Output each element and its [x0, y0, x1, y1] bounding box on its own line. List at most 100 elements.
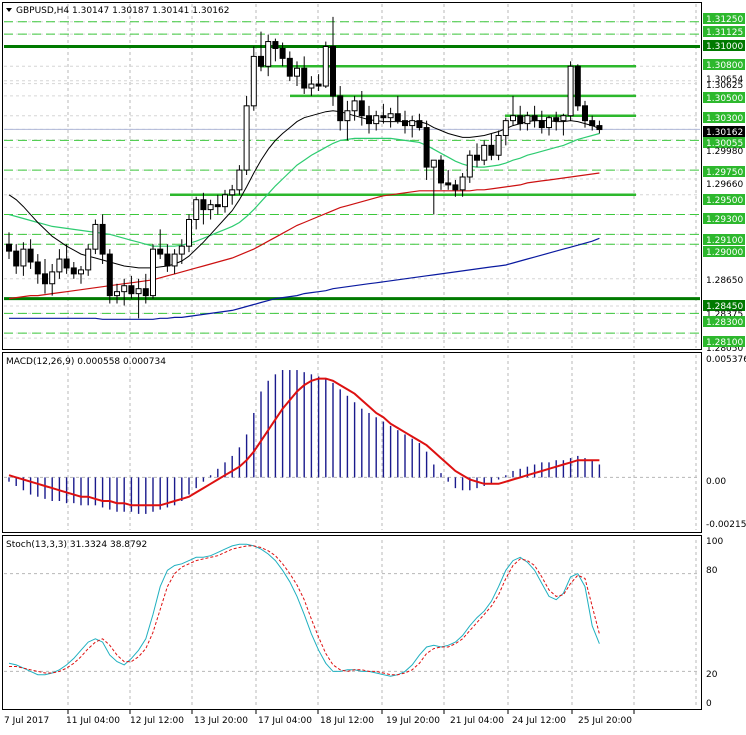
macd-pane-frame [2, 352, 702, 533]
macd-title: MACD(12,26,9) 0.000558 0.000734 [6, 357, 166, 367]
candle-body [373, 115, 380, 125]
candle-body [560, 115, 567, 122]
price-axis-label: 1.28100 [706, 338, 743, 348]
price-axis-label-bg [703, 112, 745, 123]
candle-body [481, 144, 488, 161]
axis-labels: 1.31250 1.31125 1.31000 1.30800 1.306541.306… [4, 13, 746, 726]
price-axis-label: 1.30500 [706, 94, 743, 104]
price-axis-label-bg [703, 316, 745, 327]
candle-body [394, 113, 401, 122]
price-axis-label: 1.30300 [706, 114, 743, 124]
price-axis-label-bg [703, 137, 745, 148]
stoch-main-line [8, 543, 600, 677]
candle-body [121, 285, 128, 293]
time-axis-label: 21 Jul 04:00 [450, 716, 504, 726]
macd-signal-line [8, 377, 600, 507]
candle-body [99, 223, 106, 255]
candle-body [330, 46, 336, 97]
candle-body [193, 199, 200, 220]
price-axis-label: 1.30055 [706, 139, 743, 149]
ma-green-line [8, 132, 600, 247]
price-axis-label-bg [703, 300, 745, 311]
candle-body [49, 271, 56, 285]
candle-body [229, 189, 236, 196]
price-axis-label-bg [703, 26, 745, 37]
candle-body [214, 204, 221, 208]
candle-body [243, 105, 250, 171]
time-axis-label: 7 Jul 2017 [4, 716, 49, 726]
price-axis-label: 1.30654 [706, 75, 743, 85]
candle-body [423, 127, 430, 168]
candle-body [279, 47, 286, 59]
candle-body [27, 248, 34, 263]
candle-body [531, 115, 538, 122]
time-axis-label: 17 Jul 04:00 [258, 716, 312, 726]
stoch-axis-label: 20 [706, 670, 718, 680]
candle-body [222, 194, 228, 208]
candle-body [452, 184, 459, 191]
candle-body [438, 159, 444, 184]
time-axis-label: 24 Jul 12:00 [512, 716, 566, 726]
candle-body [186, 218, 192, 247]
candle-body [272, 41, 279, 49]
candle-body [70, 267, 77, 275]
price-axis-label-bg [703, 166, 745, 177]
price-axis-label: 1.28375 [706, 310, 743, 320]
stoch-axis-label: 100 [706, 537, 723, 547]
candle-body [92, 223, 99, 250]
candle-body [6, 243, 12, 252]
candle-body [380, 115, 387, 119]
price-axis-label-bg [703, 40, 745, 51]
candle-body [20, 248, 27, 267]
candle-body [589, 120, 596, 127]
time-axis-label: 12 Jul 12:00 [130, 716, 184, 726]
price-axis-label-bg [703, 92, 745, 103]
candle-body [135, 288, 142, 295]
candle-body [495, 134, 502, 156]
candle-body [207, 204, 214, 211]
candle-body [13, 250, 20, 267]
candle-body [510, 115, 516, 122]
price-axis-label-bg [703, 234, 745, 245]
stoch-title: Stoch(13,3,3) 31.3324 38.8792 [6, 540, 147, 550]
price-axis-label: 1.29980 [706, 147, 743, 157]
price-axis-label: 1.28650 [706, 276, 743, 286]
candle-body [459, 176, 466, 191]
price-axis-label: 1.31000 [706, 42, 743, 52]
price-pane-frame [2, 2, 702, 350]
price-axis-label-bg [703, 59, 745, 70]
price-axis-label: 1.30625 [706, 81, 743, 91]
candle-body [366, 115, 372, 125]
dropdown-triangle-icon[interactable] [6, 8, 12, 12]
macd-axis-label: 0.005376 [706, 355, 746, 365]
price-axis-label: 1.28050 [706, 344, 743, 354]
price-axis-label: 1.30162 [706, 128, 743, 138]
price-axis-label: 1.29750 [706, 168, 743, 178]
candle-body [574, 65, 581, 107]
candle-body [78, 269, 84, 275]
candle-body [301, 67, 308, 89]
macd-axis-label: -0.002155 [706, 520, 746, 530]
stoch-pane-frame [2, 535, 702, 710]
candle-body [63, 258, 70, 269]
candle-body [34, 261, 41, 275]
candle-body [114, 291, 120, 297]
price-axis-label: 1.29500 [706, 196, 743, 206]
price-axis-label: 1.30800 [706, 61, 743, 71]
candle-body [402, 120, 408, 127]
price-axis-label: 1.29300 [706, 215, 743, 225]
price-axis-label: 1.31250 [706, 15, 743, 25]
time-axis-label: 25 Jul 20:00 [578, 716, 632, 726]
time-axis-label: 19 Jul 20:00 [386, 716, 440, 726]
candle-body [286, 57, 293, 77]
candle-body [344, 110, 351, 122]
stoch-axis-label: 80 [706, 566, 718, 576]
candle-body [538, 120, 545, 129]
candle-body [596, 125, 603, 131]
candle-body [142, 288, 149, 297]
candle-body [315, 83, 322, 87]
candle-body [567, 65, 574, 117]
candles [6, 16, 603, 319]
